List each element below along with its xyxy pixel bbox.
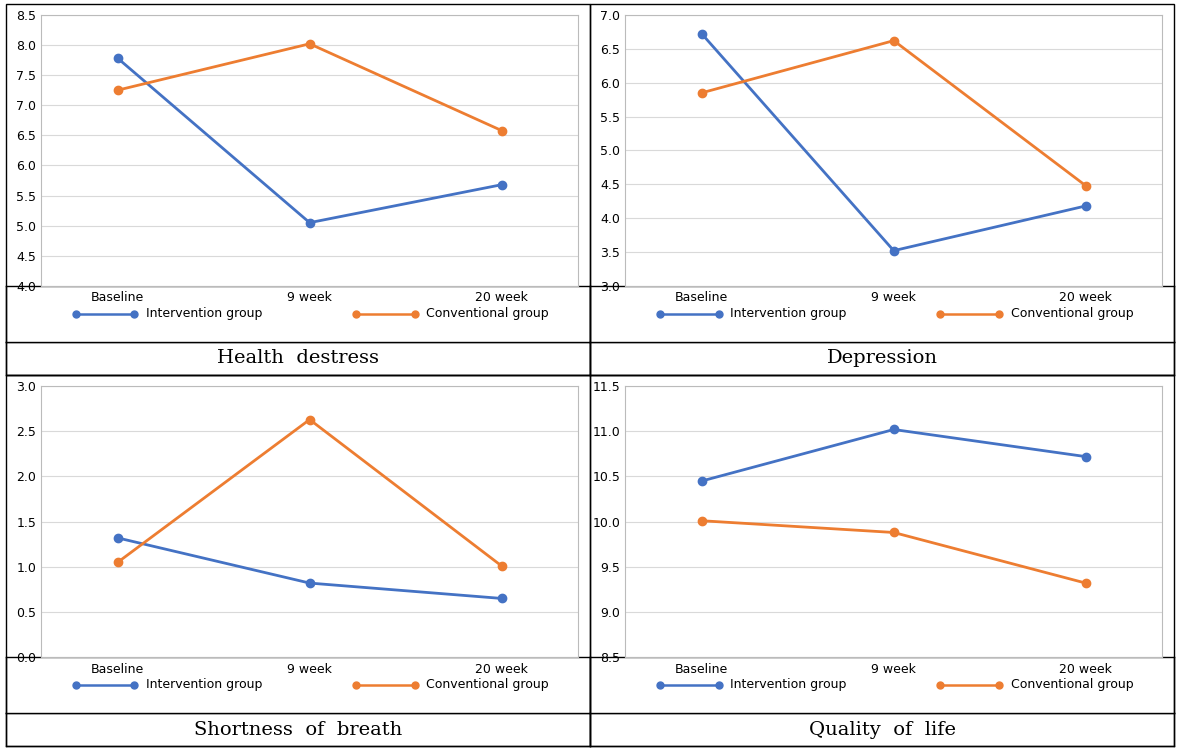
Intervention group bbox=[1079, 452, 1093, 461]
Line: Conventional group: Conventional group bbox=[697, 517, 1090, 587]
Text: Intervention group: Intervention group bbox=[146, 679, 262, 692]
Line: Intervention group: Intervention group bbox=[113, 54, 506, 226]
Intervention group bbox=[695, 476, 709, 485]
Text: Conventional group: Conventional group bbox=[1010, 679, 1133, 692]
Text: Quality  of  life: Quality of life bbox=[808, 721, 956, 739]
Text: Conventional group: Conventional group bbox=[1010, 308, 1133, 320]
Text: Conventional group: Conventional group bbox=[426, 679, 549, 692]
Intervention group bbox=[494, 180, 509, 189]
Text: Conventional group: Conventional group bbox=[426, 308, 549, 320]
Conventional group bbox=[1079, 578, 1093, 587]
Conventional group bbox=[886, 528, 900, 537]
Conventional group bbox=[111, 86, 125, 94]
Conventional group bbox=[494, 562, 509, 571]
Conventional group bbox=[695, 88, 709, 98]
Intervention group bbox=[111, 533, 125, 542]
Text: Shortness  of  breath: Shortness of breath bbox=[194, 721, 402, 739]
Intervention group bbox=[695, 29, 709, 38]
Line: Conventional group: Conventional group bbox=[113, 40, 506, 135]
Line: Intervention group: Intervention group bbox=[697, 425, 1090, 485]
Intervention group bbox=[302, 578, 316, 587]
Text: Depression: Depression bbox=[826, 350, 938, 368]
Intervention group bbox=[494, 594, 509, 603]
Conventional group bbox=[695, 516, 709, 525]
Line: Intervention group: Intervention group bbox=[113, 534, 506, 602]
Conventional group bbox=[111, 558, 125, 567]
Intervention group bbox=[111, 54, 125, 63]
Line: Conventional group: Conventional group bbox=[697, 37, 1090, 190]
Text: Intervention group: Intervention group bbox=[730, 308, 846, 320]
Intervention group bbox=[886, 246, 900, 255]
Conventional group bbox=[494, 126, 509, 135]
Line: Intervention group: Intervention group bbox=[697, 30, 1090, 255]
Conventional group bbox=[302, 415, 316, 424]
Intervention group bbox=[1079, 202, 1093, 211]
Intervention group bbox=[886, 425, 900, 434]
Text: Intervention group: Intervention group bbox=[146, 308, 262, 320]
Intervention group bbox=[302, 218, 316, 227]
Conventional group bbox=[302, 39, 316, 48]
Text: Health  destress: Health destress bbox=[217, 350, 379, 368]
Conventional group bbox=[886, 36, 900, 45]
Line: Conventional group: Conventional group bbox=[113, 416, 506, 570]
Conventional group bbox=[1079, 182, 1093, 190]
Text: Intervention group: Intervention group bbox=[730, 679, 846, 692]
